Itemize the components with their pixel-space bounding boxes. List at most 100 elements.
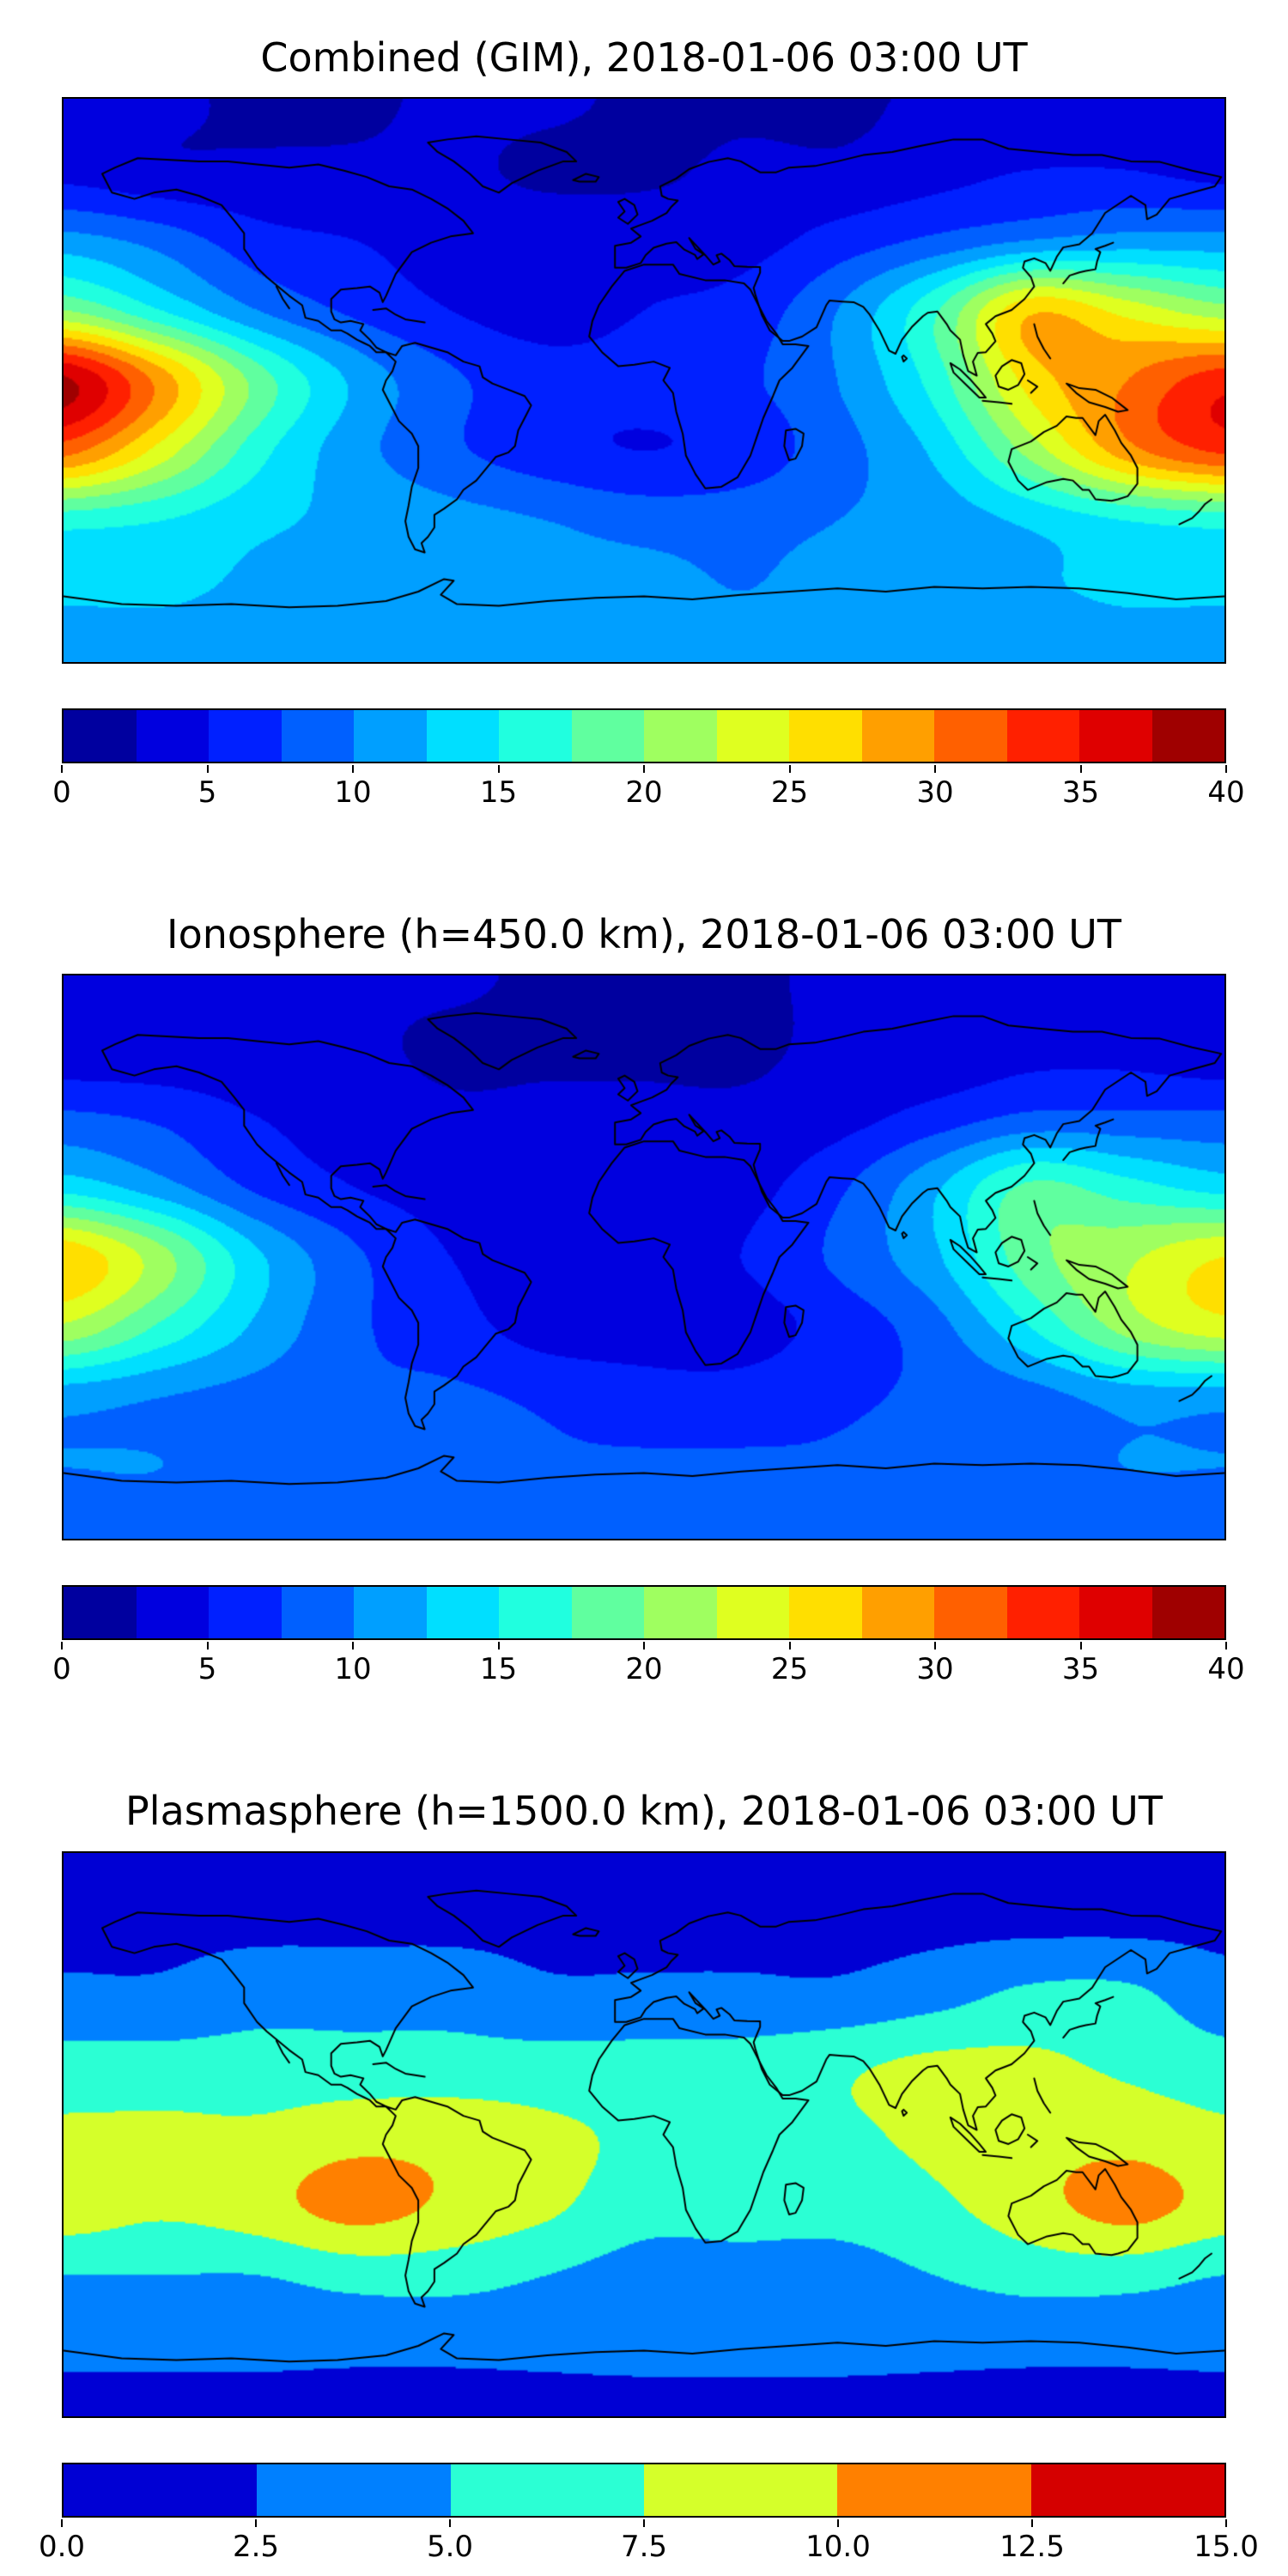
colorbar-segment xyxy=(281,1587,354,1639)
colorbar-tick xyxy=(643,765,645,774)
colorbar-tick-label: 5 xyxy=(197,775,217,811)
colorbar-segment xyxy=(643,2464,838,2516)
colorbar-tick-label: 12.5 xyxy=(999,2529,1065,2564)
colorbar-tick xyxy=(934,1642,936,1650)
colorbar-segment xyxy=(716,710,789,762)
colorbar-segment xyxy=(354,710,427,762)
colorbar-tick-label: 25 xyxy=(770,775,809,811)
tec-map-canvas-plasmasphere xyxy=(64,1852,1224,2416)
colorbar-segment xyxy=(644,1587,717,1639)
colorbar-tick xyxy=(61,765,63,774)
colorbar-tick xyxy=(1225,1642,1227,1650)
colorbar-segment xyxy=(64,710,137,762)
panel-combined-gim: Combined (GIM), 2018-01-06 03:00 UT 0 5 10… xyxy=(52,34,1245,815)
colorbar-tick-label: 0 xyxy=(52,775,71,811)
colorbar-segment xyxy=(426,710,499,762)
colorbar-tick xyxy=(788,765,791,774)
colorbar-tick-label: 10.0 xyxy=(805,2529,871,2564)
colorbar-tick-label: 25 xyxy=(770,1652,809,1687)
panel-title-plasmasphere: Plasmasphere (h=1500.0 km), 2018-01-06 0… xyxy=(125,1788,1163,1835)
colorbar-segment xyxy=(450,2464,644,2516)
colorbar-segment xyxy=(499,1587,572,1639)
colorbar-tick xyxy=(352,1642,354,1650)
colorbar-tick-label: 15.0 xyxy=(1194,2529,1259,2564)
colorbar-tick xyxy=(61,2518,63,2527)
colorbar-tick-label: 0 xyxy=(52,1652,71,1687)
colorbar-tick-label: 30 xyxy=(916,775,954,811)
colorbar-tick-label: 35 xyxy=(1061,775,1100,811)
colorbar-tick-labels-plasmasphere: 0.0 2.5 5.0 7.5 10.0 12.5 15.0 xyxy=(39,2518,1259,2569)
colorbar-segment xyxy=(789,1587,862,1639)
panel-plasmasphere: Plasmasphere (h=1500.0 km), 2018-01-06 0… xyxy=(39,1788,1259,2569)
colorbar-segment xyxy=(499,710,572,762)
colorbar-tick xyxy=(1031,2518,1033,2527)
colorbar-segment xyxy=(934,1587,1007,1639)
world-map-combined xyxy=(62,97,1226,665)
colorbar-segment xyxy=(1151,1587,1224,1639)
colorbar-tick xyxy=(643,2518,645,2527)
colorbar-tick xyxy=(1225,765,1227,774)
colorbar-tick-labels-ionosphere: 0 5 10 15 20 25 30 35 40 xyxy=(52,1642,1245,1692)
colorbar-tick-label: 20 xyxy=(625,775,663,811)
colorbar-segment xyxy=(1030,2464,1224,2516)
colorbar-segment xyxy=(644,710,717,762)
colorbar-plasmasphere xyxy=(62,2462,1226,2518)
colorbar-tick xyxy=(1079,765,1082,774)
colorbar-tick xyxy=(837,2518,839,2527)
colorbar-segment xyxy=(716,1587,789,1639)
colorbar-tick xyxy=(1225,2518,1227,2527)
colorbar-tick-label: 30 xyxy=(916,1652,954,1687)
colorbar-segment xyxy=(571,710,644,762)
tec-map-canvas-combined xyxy=(64,99,1224,663)
colorbar-tick xyxy=(934,765,936,774)
colorbar-tick-label: 20 xyxy=(625,1652,663,1687)
colorbar-tick-label: 7.5 xyxy=(620,2529,668,2564)
colorbar-tick xyxy=(449,2518,451,2527)
colorbar-segment xyxy=(209,710,282,762)
colorbar-segment xyxy=(209,1587,282,1639)
colorbar-segment xyxy=(1079,710,1152,762)
colorbar-segment xyxy=(426,1587,499,1639)
colorbar-tick-label: 10 xyxy=(334,775,372,811)
colorbar-segment xyxy=(837,2464,1031,2516)
colorbar-tick xyxy=(788,1642,791,1650)
colorbar-segment xyxy=(1079,1587,1152,1639)
colorbar-tick-label: 35 xyxy=(1061,1652,1100,1687)
colorbar-tick xyxy=(61,1642,63,1650)
world-map-plasmasphere xyxy=(62,1850,1226,2418)
colorbar-segment xyxy=(64,1587,137,1639)
colorbar-tick xyxy=(255,2518,257,2527)
world-map-ionosphere xyxy=(62,974,1226,1541)
colorbar-tick-label: 15 xyxy=(479,775,518,811)
colorbar-tick xyxy=(206,1642,209,1650)
colorbar-tick-label: 40 xyxy=(1207,775,1245,811)
colorbar-segment xyxy=(571,1587,644,1639)
colorbar-segment xyxy=(1006,710,1079,762)
colorbar-segment xyxy=(281,710,354,762)
colorbar-segment xyxy=(257,2464,451,2516)
colorbar-tick xyxy=(497,765,500,774)
colorbar-segment xyxy=(354,1587,427,1639)
colorbar-tick xyxy=(643,1642,645,1650)
colorbar-combined xyxy=(62,708,1226,764)
colorbar-tick-label: 10 xyxy=(334,1652,372,1687)
colorbar-ionosphere xyxy=(62,1585,1226,1641)
tec-map-canvas-ionosphere xyxy=(64,975,1224,1540)
colorbar-segment xyxy=(1006,1587,1079,1639)
colorbar-segment xyxy=(136,1587,209,1639)
colorbar-tick-label: 15 xyxy=(479,1652,518,1687)
colorbar-segment xyxy=(789,710,862,762)
colorbar-tick xyxy=(352,765,354,774)
colorbar-segment xyxy=(64,2464,258,2516)
panel-title-ionosphere: Ionosphere (h=450.0 km), 2018-01-06 03:0… xyxy=(167,911,1121,958)
colorbar-tick-labels-combined: 0 5 10 15 20 25 30 35 40 xyxy=(52,765,1245,815)
colorbar-tick-label: 40 xyxy=(1207,1652,1245,1687)
colorbar-segment xyxy=(136,710,209,762)
colorbar-tick xyxy=(497,1642,500,1650)
colorbar-tick xyxy=(1079,1642,1082,1650)
colorbar-tick-label: 0.0 xyxy=(38,2529,86,2564)
panel-ionosphere: Ionosphere (h=450.0 km), 2018-01-06 03:0… xyxy=(52,911,1245,1692)
colorbar-tick xyxy=(206,765,209,774)
colorbar-segment xyxy=(861,710,934,762)
